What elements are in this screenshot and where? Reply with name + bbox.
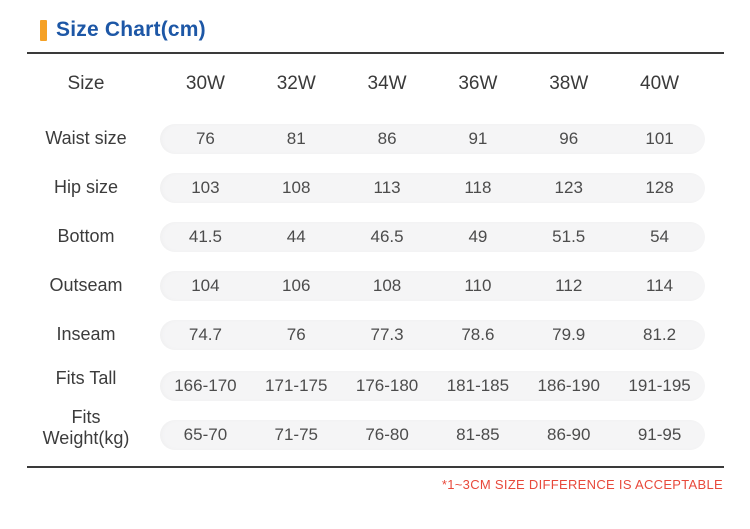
column-header: 36W xyxy=(458,73,498,94)
value-cell: 91-95 xyxy=(637,424,682,444)
value-band: 41.5 44 46.5 49 51.5 54 xyxy=(160,221,705,252)
value-cell: 114 xyxy=(646,275,674,295)
row-label: Fits Tall xyxy=(55,368,117,388)
value-cell: 86-90 xyxy=(546,424,591,444)
value-band: 76 81 86 91 96 101 xyxy=(160,123,705,154)
value-cell: 103 xyxy=(191,177,220,197)
row-label: Bottom xyxy=(57,226,115,246)
value-cell: 65-70 xyxy=(183,424,228,444)
value-cell: 81 xyxy=(286,128,306,148)
row-label: Hip size xyxy=(53,177,119,197)
page-title: Size Chart(cm) xyxy=(56,18,206,41)
value-band: 103 108 113 118 123 128 xyxy=(160,172,705,203)
value-cell: 81-85 xyxy=(456,424,500,444)
value-cell: 166-170 xyxy=(174,375,237,395)
table-row: Waist size 76 81 86 91 96 101 xyxy=(27,114,750,163)
column-corner-label: Size xyxy=(67,73,105,94)
value-cell: 49 xyxy=(468,226,488,246)
column-header: 30W xyxy=(185,73,225,94)
row-label: Waist size xyxy=(45,128,127,148)
value-cell: 76 xyxy=(286,324,306,344)
accent-bar-icon xyxy=(40,19,47,41)
value-cell: 76 xyxy=(195,128,215,148)
value-cell: 86 xyxy=(377,128,397,148)
value-cell: 46.5 xyxy=(370,226,404,246)
value-cell: 128 xyxy=(645,177,674,197)
column-header: 34W xyxy=(367,73,407,94)
value-cell: 118 xyxy=(464,177,492,197)
value-band: 74.7 76 77.3 78.6 79.9 81.2 xyxy=(160,319,705,350)
value-cell: 186-190 xyxy=(537,375,600,395)
size-tolerance-note: *1~3CM SIZE DIFFERENCE IS ACCEPTABLE xyxy=(441,477,723,492)
table-row: Hip size 103 108 113 118 123 128 xyxy=(27,163,750,212)
value-cell: 104 xyxy=(191,275,220,295)
table-row: Fits Weight(kg) 65-70 71-75 76-80 81-85 86-90… xyxy=(27,406,750,457)
top-divider xyxy=(27,52,724,54)
value-cell: 181-185 xyxy=(446,375,510,395)
value-cell: 171-175 xyxy=(265,375,328,395)
value-cell: 106 xyxy=(282,275,311,295)
header-band: 30W 32W 34W 36W 38W 40W xyxy=(160,69,705,99)
value-band: 65-70 71-75 76-80 81-85 86-90 91-95 xyxy=(160,419,705,450)
table-row: Bottom 41.5 44 46.5 49 51.5 54 xyxy=(27,212,750,261)
value-cell: 96 xyxy=(559,128,579,148)
size-chart-page: Size Chart(cm) Size 30W 32W 34W 36W 38W 40W Wai… xyxy=(0,18,750,529)
value-cell: 51.5 xyxy=(552,226,586,246)
title-row: Size Chart(cm) xyxy=(40,18,750,42)
row-label: Fits Weight(kg) xyxy=(42,406,130,448)
column-header: 40W xyxy=(640,73,680,94)
value-cell: 110 xyxy=(464,275,492,295)
value-cell: 123 xyxy=(554,177,583,197)
table-row: Outseam 104 106 108 110 112 114 xyxy=(27,261,750,310)
value-cell: 112 xyxy=(555,275,583,295)
value-cell: 77.3 xyxy=(370,324,404,344)
value-cell: 91 xyxy=(468,128,488,148)
column-header: 38W xyxy=(549,73,589,94)
size-table: Size 30W 32W 34W 36W 38W 40W Waist size 76 81 86 91… xyxy=(0,54,750,457)
value-cell: 191-195 xyxy=(628,375,691,395)
value-band: 104 106 108 110 112 114 xyxy=(160,270,705,301)
row-label: Outseam xyxy=(49,275,123,295)
value-band: 166-170 171-175 176-180 181-185 186-190 191-1… xyxy=(160,370,705,401)
value-cell: 108 xyxy=(282,177,311,197)
value-cell: 101 xyxy=(645,128,674,148)
value-cell: 78.6 xyxy=(461,324,495,344)
column-header: 32W xyxy=(276,73,316,94)
row-label: Inseam xyxy=(56,324,116,344)
table-row: Fits Tall 166-170 171-175 176-180 181-185 186… xyxy=(27,359,750,408)
value-cell: 76-80 xyxy=(365,424,409,444)
value-cell: 108 xyxy=(372,275,402,295)
table-row: Inseam 74.7 76 77.3 78.6 79.9 81.2 xyxy=(27,310,750,359)
value-cell: 41.5 xyxy=(188,226,222,246)
value-cell: 81.2 xyxy=(643,324,677,344)
value-cell: 71-75 xyxy=(274,424,318,444)
value-cell: 113 xyxy=(373,177,401,197)
table-header-row: Size 30W 32W 34W 36W 38W 40W xyxy=(27,54,750,114)
value-cell: 44 xyxy=(286,226,306,246)
value-cell: 176-180 xyxy=(355,375,419,395)
value-cell: 54 xyxy=(650,226,670,246)
value-cell: 74.7 xyxy=(188,324,222,344)
bottom-divider xyxy=(27,466,724,468)
value-cell: 79.9 xyxy=(552,324,586,344)
